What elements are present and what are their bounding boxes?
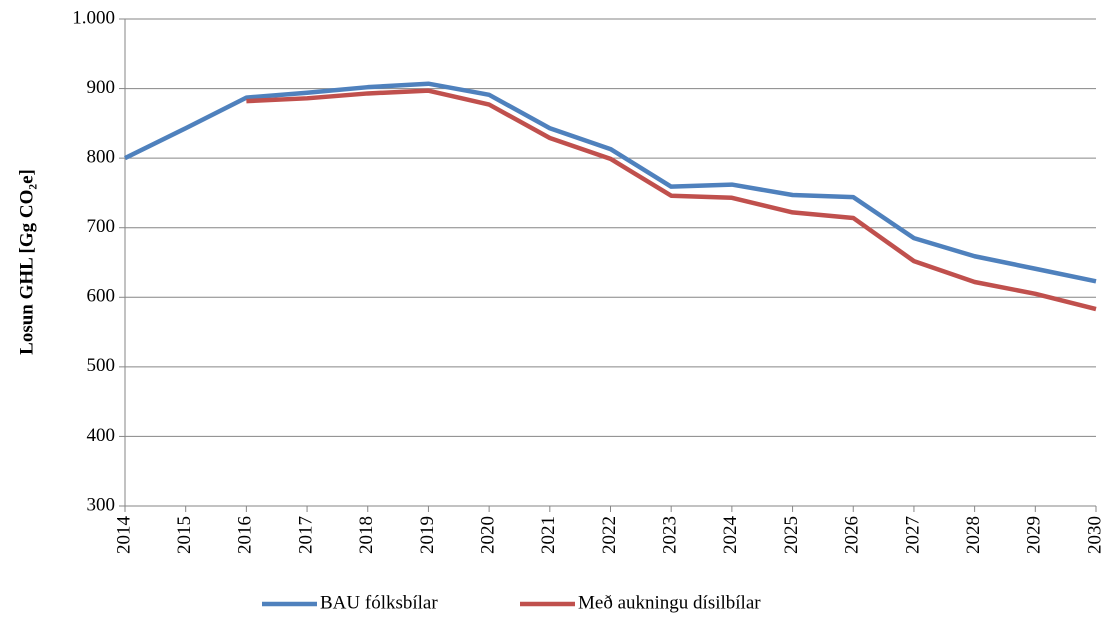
x-tick-label: 2017 [295, 516, 316, 554]
x-tick-label: 2024 [720, 516, 741, 555]
x-tick-label: 2015 [174, 516, 195, 554]
y-tick-label: 300 [87, 494, 116, 515]
x-tick-label: 2018 [356, 516, 377, 554]
x-tick-label: 2030 [1084, 516, 1105, 554]
x-tick-label: 2016 [235, 516, 256, 554]
x-tick-label: 2021 [538, 516, 559, 554]
y-tick-label: 500 [87, 355, 116, 376]
x-tick-label: 2026 [842, 516, 863, 554]
y-tick-label: 700 [87, 216, 116, 237]
legend-label: Með aukningu dísilbílar [578, 592, 761, 613]
x-tick-label: 2028 [963, 516, 984, 554]
y-axis-label: Losun GHL [Gg CO₂e] [16, 169, 37, 355]
x-tick-label: 2023 [660, 516, 681, 554]
series-line [124, 81, 1097, 284]
y-tick-label: 900 [87, 77, 116, 98]
y-tick-label: 800 [87, 147, 116, 168]
y-tick-label: 600 [87, 286, 116, 307]
y-tick-label: 1.000 [72, 7, 115, 28]
x-tick-label: 2020 [477, 516, 498, 554]
y-tick-label: 400 [87, 425, 116, 446]
x-tick-label: 2022 [599, 516, 620, 554]
x-tick-label: 2025 [781, 516, 802, 554]
x-tick-label: 2019 [417, 516, 438, 554]
series-line [246, 88, 1097, 312]
x-tick-label: 2029 [1024, 516, 1045, 554]
legend-label: BAU fólksbílar [320, 592, 438, 613]
x-tick-label: 2014 [113, 516, 134, 555]
x-tick-label: 2027 [902, 516, 923, 554]
